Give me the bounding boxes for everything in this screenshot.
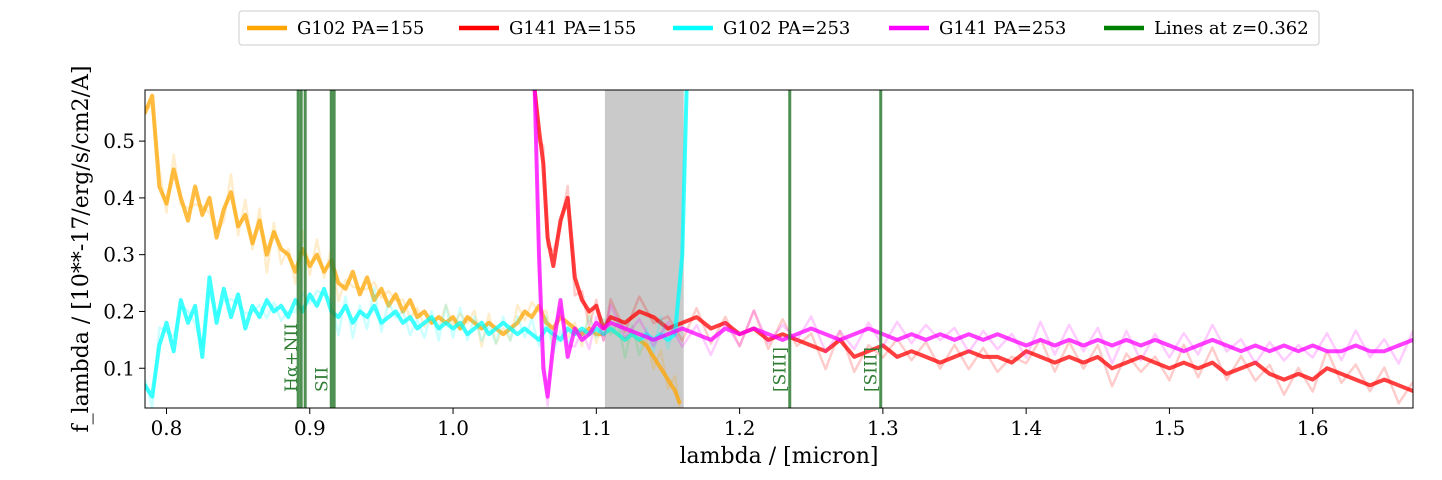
x-tick-label: 0.8 [151,416,183,440]
x-tick-label: 1.0 [437,416,469,440]
legend-label: G141 PA=253 [939,18,1066,39]
x-tick-label: 1.6 [1297,416,1329,440]
x-tick-label: 1.2 [724,416,756,440]
legend-entry-1: G102 PA=155 [247,18,424,39]
legend-frame [238,10,1320,46]
y-tick-label: 0.3 [103,243,135,267]
x-tick-label: 0.9 [294,416,326,440]
legend-label: Lines at z=0.362 [1154,18,1309,39]
legend-entry-5: Lines at z=0.362 [1104,18,1309,39]
x-tick-label: 1.4 [1010,416,1042,440]
emission-line-label: Hα+NII [282,323,302,392]
legend-entry-4: G141 PA=253 [889,18,1066,39]
x-tick-label: 1.1 [580,416,612,440]
legend: G102 PA=155 G141 PA=155 G102 PA=253 G141 PA… [238,10,1320,46]
y-tick-label: 0.4 [103,186,135,210]
y-tick-label: 0.2 [103,299,135,323]
legend-label: G141 PA=155 [509,18,636,39]
plot-background [145,90,1413,408]
emission-line-label: SII [312,367,332,392]
y-axis-title: f_lambda / [10**-17/erg/s/cm2/A] [69,65,94,432]
legend-label: G102 PA=155 [297,18,424,39]
x-tick-label: 1.5 [1154,416,1186,440]
series-3 [145,90,689,408]
series-3-line [145,90,689,399]
legend-label: G102 PA=253 [723,18,850,39]
y-tick-label: 0.1 [103,356,135,380]
y-tick-label: 0.5 [103,129,135,153]
excluded-region [604,90,684,408]
series-4 [532,90,1413,407]
emission-line-label: [SIII] [771,347,791,392]
x-tick-label: 1.3 [867,416,899,440]
x-axis-title: lambda / [micron] [679,444,878,469]
emission-line-label: [SIII] [862,347,882,392]
legend-entry-2: G141 PA=155 [459,18,636,39]
plot-frame [144,89,1414,409]
series-4-line [532,90,1413,399]
legend-entry-3: G102 PA=253 [673,18,850,39]
